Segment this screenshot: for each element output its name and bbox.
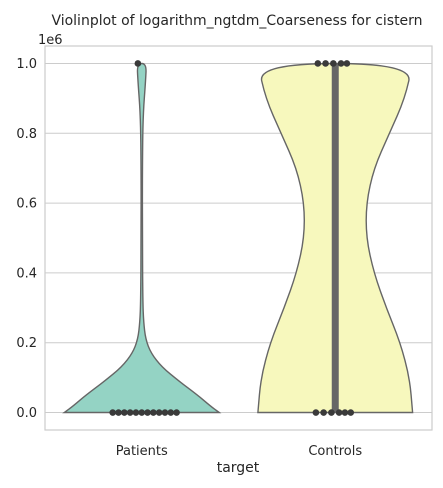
x-tick-labels: Patients Controls (116, 444, 363, 459)
data-point (132, 409, 140, 416)
y-tick-label: 0.2 (16, 336, 37, 351)
data-point (341, 409, 349, 416)
data-point (347, 409, 355, 416)
data-point (138, 409, 146, 416)
data-point (121, 409, 128, 416)
data-point (312, 409, 320, 416)
data-point (115, 409, 122, 416)
y-offset-label: 1e6 (38, 33, 63, 48)
y-tick-label: 0.0 (16, 406, 37, 421)
data-point (144, 409, 151, 416)
violins (62, 60, 414, 416)
data-point (161, 409, 169, 416)
y-tick-label: 0.6 (16, 197, 37, 212)
y-tick-labels: 0.0 0.2 0.4 0.6 0.8 1.0 (16, 57, 37, 421)
data-point (126, 409, 134, 416)
y-tick-label: 0.4 (16, 266, 37, 281)
plot-frame (44, 45, 433, 431)
x-tick-label: Patients (116, 444, 168, 459)
data-point (337, 60, 345, 67)
y-tick-label: 1.0 (16, 57, 37, 72)
data-point (167, 409, 175, 416)
data-point (150, 409, 157, 416)
data-point (109, 409, 117, 416)
data-point (134, 60, 142, 67)
data-point (322, 60, 329, 67)
violin-iqr-box (331, 63, 339, 413)
violin-body-patients (62, 62, 222, 414)
data-point (343, 60, 351, 67)
chart-title: Violinplot of logarithm_ngtdm_Coarseness… (51, 13, 422, 29)
x-tick-label: Controls (308, 444, 362, 459)
data-point (330, 60, 337, 67)
x-axis-label: target (217, 460, 260, 476)
data-point (155, 409, 163, 416)
y-tick-label: 0.8 (16, 127, 37, 142)
data-point (335, 409, 343, 416)
data-point (173, 409, 180, 416)
data-point (320, 409, 327, 416)
data-point (328, 409, 335, 416)
data-point (314, 60, 322, 67)
